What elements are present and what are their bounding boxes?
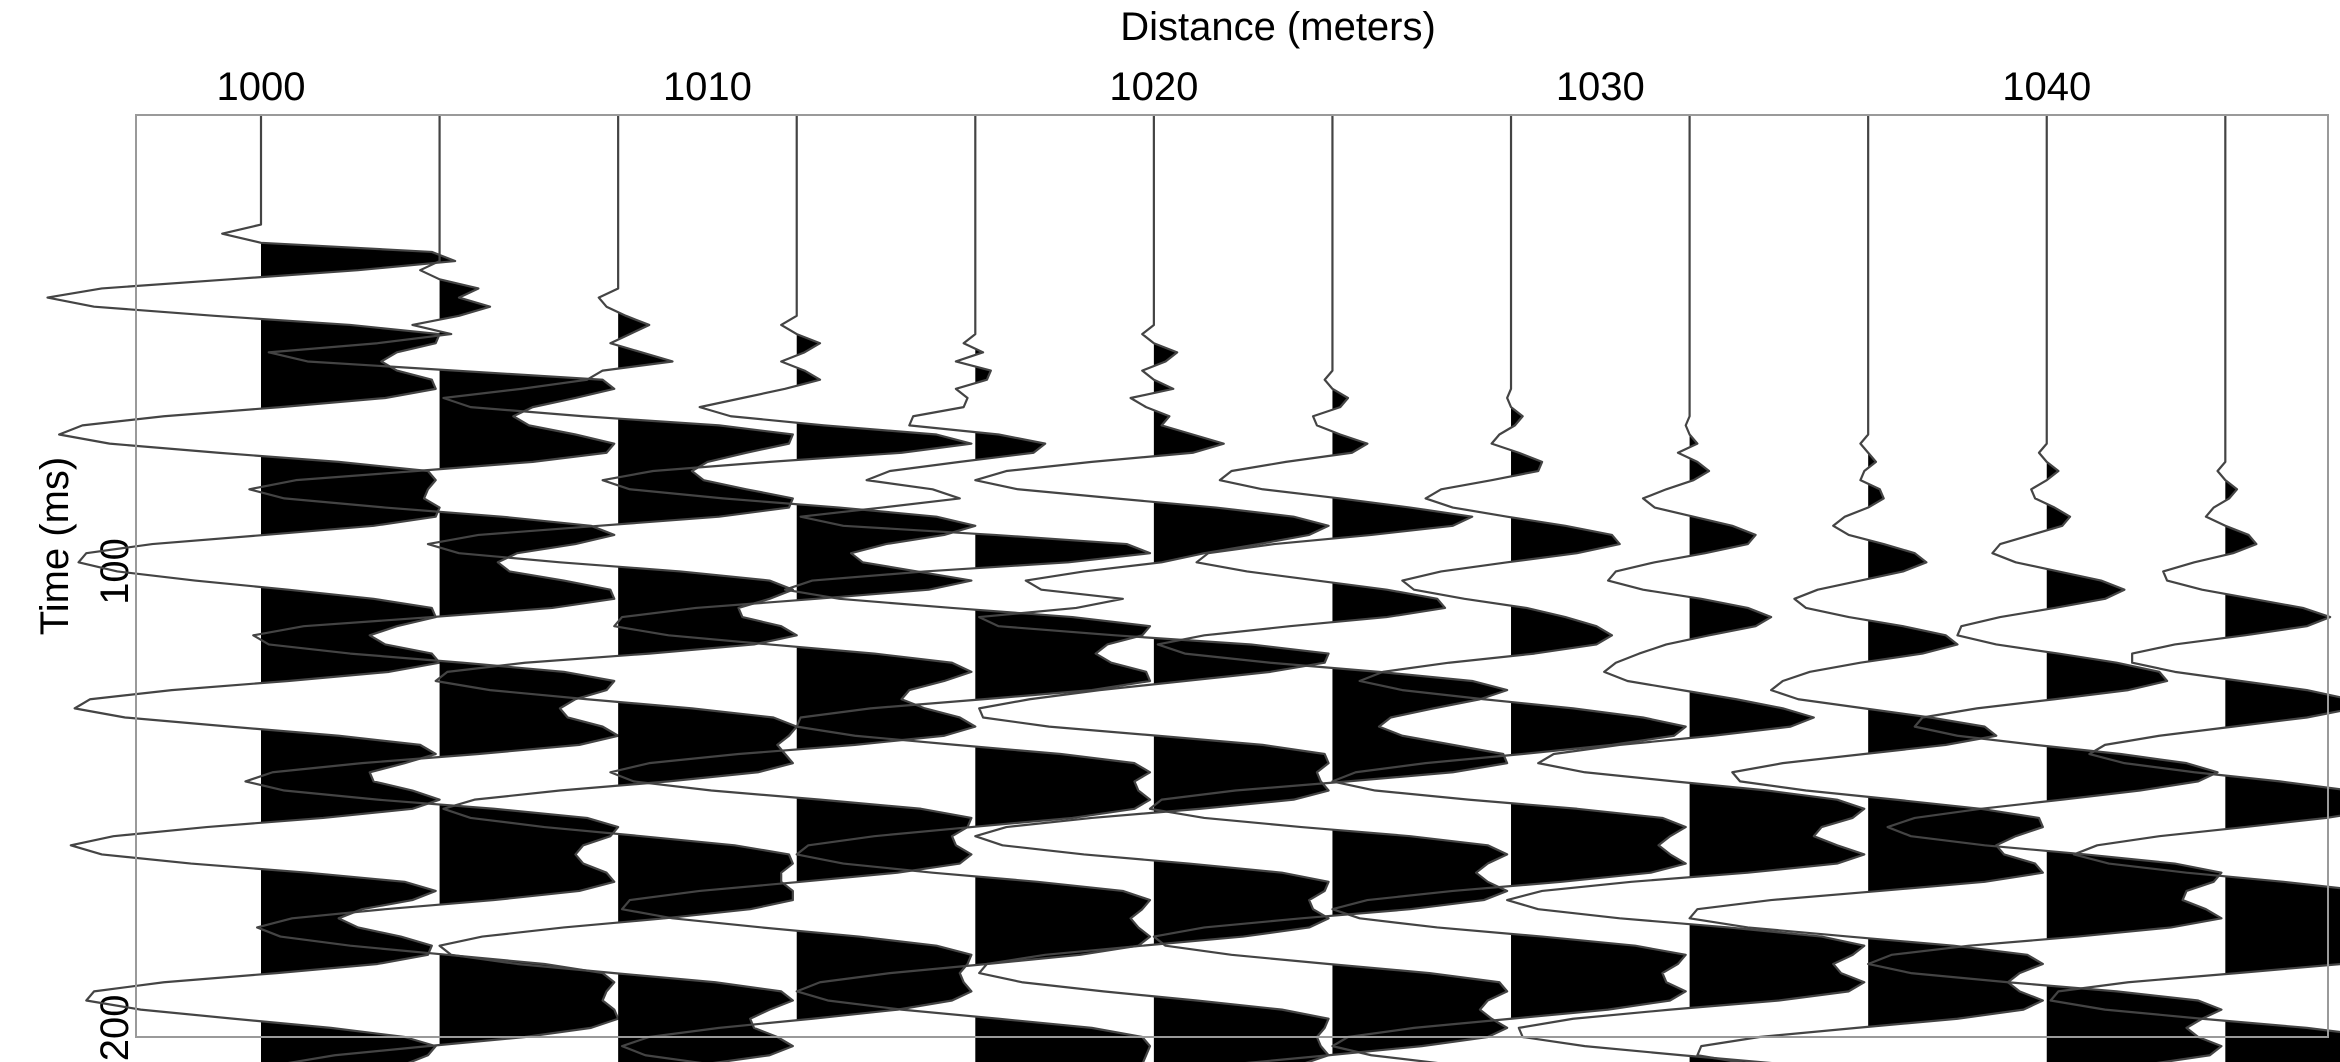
trace-positive-fill <box>261 242 456 1062</box>
x-axis-ticks: 1000 1010 1020 1030 1040 <box>217 65 2092 109</box>
seismic-trace <box>601 115 977 1062</box>
seismic-trace <box>1688 115 2044 1062</box>
y-axis-title: Time (ms) <box>33 457 77 635</box>
trace-wiggle-line <box>2049 115 2340 1034</box>
plot-frame <box>135 114 2329 1038</box>
trace-positive-fill <box>1511 407 1686 1019</box>
seismic-trace <box>1148 115 1509 1062</box>
trace-wiggle-line <box>1148 115 1509 1062</box>
seismic-trace <box>1331 115 1687 1062</box>
trace-wiggle-line <box>1867 115 2223 1062</box>
trace-wiggle-line <box>601 115 977 1062</box>
trace-positive-fill <box>1332 388 1508 1055</box>
trace-wiggle-line <box>1506 115 1866 1062</box>
trace-positive-fill <box>1868 452 2043 1027</box>
x-tick-label: 1040 <box>2002 65 2091 109</box>
trace-positive-fill <box>1689 434 1865 1062</box>
trace-wiggle-line <box>1688 115 2044 1062</box>
seismic-trace <box>783 115 1152 1062</box>
trace-wiggle-line <box>244 115 620 1062</box>
x-tick-label: 1010 <box>663 65 752 109</box>
trace-positive-fill <box>1153 343 1329 1062</box>
seismic-trace <box>1506 115 1866 1062</box>
x-axis-title: Distance (meters) <box>1120 5 1436 49</box>
seismic-trace <box>2049 115 2340 1062</box>
trace-wiggle-line <box>1331 115 1687 1062</box>
trace-wiggle-line <box>426 115 798 1062</box>
trace-positive-fill <box>975 348 1150 1062</box>
trace-positive-fill <box>2046 461 2222 1062</box>
trace-positive-fill <box>796 334 976 1021</box>
trace-positive-fill <box>2225 480 2340 1062</box>
trace-positive-fill <box>439 279 619 1046</box>
x-tick-label: 1030 <box>1556 65 1645 109</box>
trace-wiggle-line <box>783 115 1152 1062</box>
seismic-trace <box>1867 115 2223 1062</box>
seismic-trace <box>244 115 620 1062</box>
x-tick-label: 1020 <box>1109 65 1198 109</box>
x-tick-label: 1000 <box>217 65 306 109</box>
trace-group <box>46 115 2340 1062</box>
